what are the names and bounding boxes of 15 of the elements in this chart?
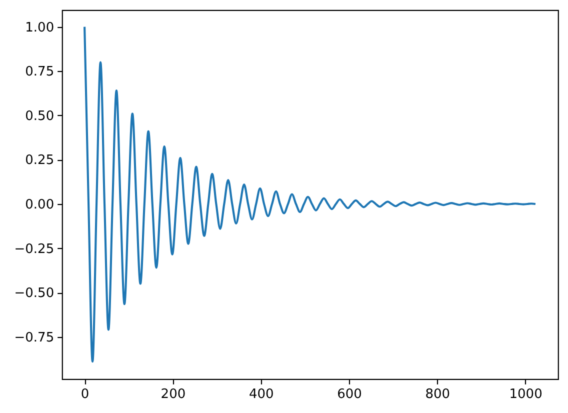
y-tick-label: 0.50: [25, 108, 54, 124]
x-tick-label: 200: [160, 386, 186, 402]
y-tick-label: −0.75: [14, 330, 54, 346]
x-tick-label: 0: [80, 386, 90, 402]
y-tick-label: −0.25: [14, 242, 54, 257]
y-tick-label: 0.00: [25, 197, 54, 212]
x-tick-label: 1000: [509, 386, 542, 402]
x-tick-label: 600: [337, 386, 362, 402]
y-tick-label: 0.25: [25, 153, 54, 168]
line-series: [84, 26, 536, 363]
x-tick-label: 800: [425, 386, 450, 402]
y-tick-label: −0.50: [14, 286, 54, 302]
y-tick-label: 0.75: [25, 64, 54, 80]
y-tick-label: 1.00: [25, 20, 54, 36]
x-tick-label: 400: [248, 386, 274, 402]
